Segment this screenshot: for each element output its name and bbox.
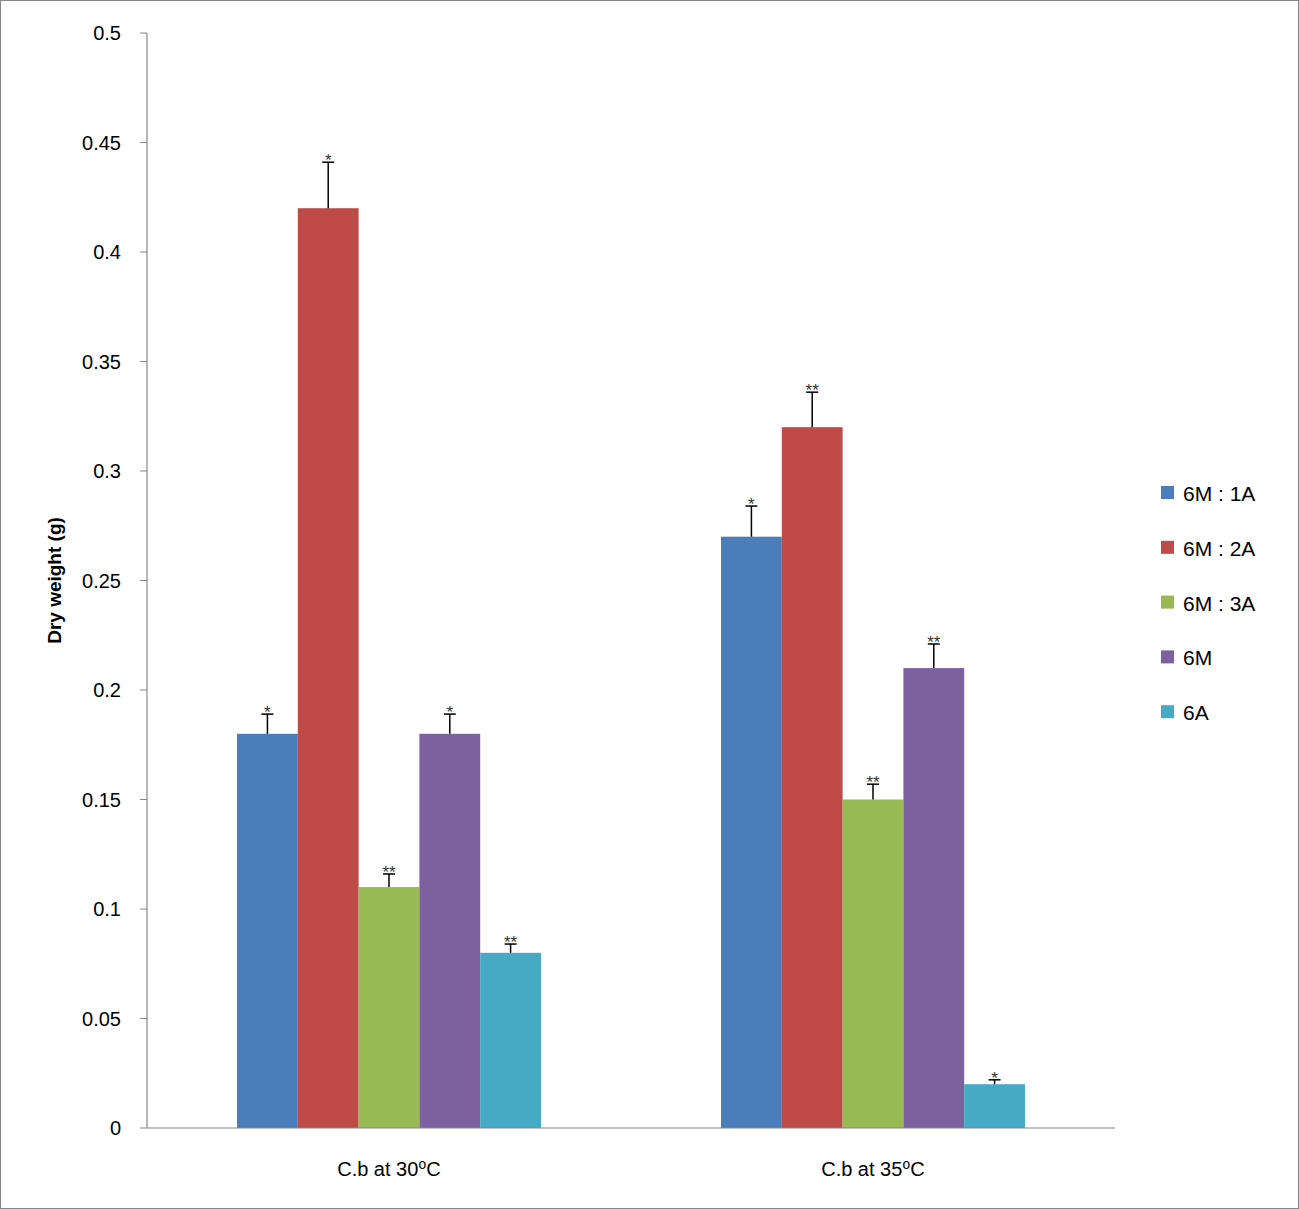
legend-swatch — [1161, 596, 1174, 609]
y-tick-label: 0.3 — [93, 460, 121, 482]
chart-frame — [1, 1, 1299, 1209]
significance-mark: * — [446, 703, 453, 722]
y-axis-label: Dry weight (g) — [44, 517, 65, 644]
y-tick-label: 0.25 — [82, 570, 121, 592]
chart: 0 0.05 0.1 0.15 0.2 0.25 0.3 0.35 0.4 0.45 0.5 Dry … — [0, 0, 1299, 1209]
bar — [237, 734, 298, 1128]
y-tick-label: 0.05 — [82, 1008, 121, 1030]
significance-mark: ** — [927, 633, 941, 652]
y-tick — [140, 252, 147, 253]
y-tick-label: 0.2 — [93, 679, 121, 701]
bar — [843, 800, 904, 1129]
bar — [903, 668, 964, 1128]
legend-swatch — [1161, 705, 1174, 718]
bar — [964, 1084, 1025, 1128]
y-tick — [140, 580, 147, 581]
significance-mark: * — [748, 495, 755, 514]
y-tick-label: 0.35 — [82, 351, 121, 373]
significance-mark: ** — [866, 773, 880, 792]
significance-mark: * — [264, 703, 271, 722]
bar — [480, 953, 541, 1128]
legend-label: 6M : 2A — [1183, 537, 1255, 560]
y-tick — [140, 33, 147, 34]
y-tick — [140, 909, 147, 910]
significance-mark: * — [991, 1069, 998, 1088]
y-tick-label: 0.4 — [93, 241, 121, 263]
legend-swatch — [1161, 541, 1174, 554]
bar — [782, 427, 843, 1128]
bar — [359, 887, 420, 1128]
y-tick — [140, 142, 147, 143]
legend-label: 6M : 3A — [1183, 592, 1255, 615]
significance-mark: ** — [806, 381, 820, 400]
bar — [298, 208, 359, 1128]
bar — [721, 537, 782, 1128]
y-tick — [140, 361, 147, 362]
y-tick-label: 0.45 — [82, 132, 121, 154]
y-tick — [140, 690, 147, 691]
significance-mark: * — [325, 151, 332, 170]
legend-label: 6M — [1183, 646, 1212, 669]
bar — [419, 734, 480, 1128]
x-tick-label: C.b at 30⁰C — [337, 1158, 441, 1180]
significance-mark: ** — [382, 863, 396, 882]
annotations: *************** — [264, 151, 998, 1088]
bars — [237, 162, 1025, 1128]
y-tick — [140, 1128, 147, 1129]
y-tick-label: 0.5 — [93, 22, 121, 44]
y-tick-label: 0.1 — [93, 898, 121, 920]
legend-label: 6A — [1183, 701, 1209, 724]
y-axis — [146, 33, 147, 1128]
y-tick — [140, 1018, 147, 1019]
legend-swatch — [1161, 486, 1174, 499]
y-tick-label: 0.15 — [82, 789, 121, 811]
x-tick-label: C.b at 35⁰C — [821, 1158, 925, 1180]
x-axis — [147, 1127, 1115, 1128]
significance-mark: ** — [504, 933, 518, 952]
y-tick — [140, 471, 147, 472]
legend-swatch — [1161, 650, 1174, 663]
y-tick-label: 0 — [110, 1117, 121, 1139]
legend-label: 6M : 1A — [1183, 482, 1255, 505]
y-tick — [140, 799, 147, 800]
